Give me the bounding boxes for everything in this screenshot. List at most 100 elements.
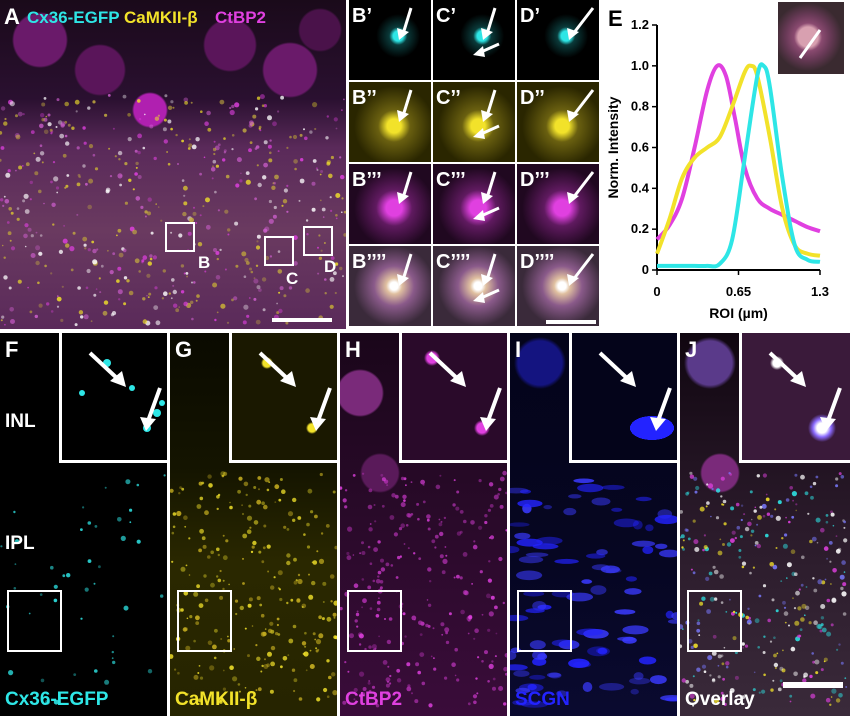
texture-dot	[50, 180, 53, 184]
texture-dot	[752, 688, 756, 692]
texture-dot	[261, 664, 264, 668]
texture-dot	[276, 311, 280, 315]
texture-dot	[721, 503, 724, 506]
texture-dot	[62, 574, 66, 578]
texture-dot	[0, 158, 2, 162]
zoom-cell: B’’	[349, 82, 431, 162]
texture-dot	[293, 235, 298, 241]
texture-dot	[262, 546, 266, 550]
texture-dot	[329, 574, 335, 579]
texture-dot	[738, 555, 742, 559]
texture-dot	[536, 536, 563, 545]
texture-dot	[216, 507, 219, 511]
texture-dot	[361, 692, 365, 696]
texture-dot	[747, 607, 750, 610]
texture-dot	[804, 491, 809, 496]
texture-dot	[9, 239, 12, 242]
roi-box	[7, 590, 62, 652]
arrow-icon	[79, 351, 165, 432]
texture-dot	[112, 252, 116, 256]
texture-dot	[243, 275, 247, 279]
texture-dot	[715, 488, 721, 493]
texture-dot	[484, 514, 488, 518]
texture-dot	[831, 598, 837, 603]
texture-dot	[45, 115, 48, 118]
texture-dot	[513, 670, 530, 677]
texture-dot	[222, 579, 225, 582]
texture-dot	[198, 548, 202, 553]
texture-dot	[332, 490, 336, 494]
texture-dot	[415, 662, 420, 667]
arrow-icon	[567, 7, 595, 40]
texture-dot	[305, 669, 308, 672]
texture-dot	[577, 483, 604, 493]
texture-dot	[750, 534, 753, 537]
texture-dot	[695, 485, 700, 491]
texture-dot	[118, 252, 124, 258]
texture-dot	[358, 633, 364, 639]
texture-dot	[120, 535, 126, 541]
texture-dot	[775, 515, 781, 521]
texture-dot	[293, 159, 298, 164]
texture-dot	[726, 542, 732, 547]
texture-dot	[712, 634, 717, 639]
texture-dot	[293, 580, 298, 585]
texture-dot	[389, 515, 395, 520]
texture-dot	[41, 102, 46, 107]
texture-dot	[3, 256, 6, 259]
texture-dot	[789, 700, 792, 703]
texture-dot	[368, 689, 372, 693]
texture-dot	[364, 647, 367, 651]
texture-dot	[682, 628, 684, 630]
texture-dot	[33, 152, 36, 155]
texture-dot	[197, 242, 203, 247]
texture-dot	[800, 583, 804, 587]
texture-dot	[64, 101, 69, 107]
texture-dot	[104, 679, 110, 685]
texture-dot	[324, 292, 327, 295]
texture-dot	[468, 615, 473, 620]
texture-dot	[207, 474, 212, 479]
texture-dot	[75, 110, 78, 113]
texture-dot	[3, 275, 8, 280]
texture-dot	[372, 691, 375, 694]
texture-dot	[830, 583, 832, 585]
texture-dot	[830, 512, 835, 517]
texture-dot	[460, 609, 465, 615]
texture-dot	[749, 490, 753, 494]
texture-dot	[753, 671, 756, 674]
texture-dot	[170, 654, 174, 659]
texture-dot	[713, 569, 719, 575]
texture-dot	[487, 578, 492, 583]
texture-dot	[91, 240, 95, 244]
zoom-cell-label: B’’’’	[352, 251, 387, 273]
texture-dot	[516, 538, 543, 547]
texture-dot	[820, 604, 826, 609]
texture-dot	[207, 640, 213, 646]
texture-dot	[629, 677, 651, 685]
texture-dot	[87, 521, 92, 525]
texture-dot	[378, 597, 380, 599]
texture-dot	[23, 193, 29, 199]
zoom-cell: D’’	[517, 82, 599, 162]
texture-dot	[326, 695, 330, 698]
texture-dot	[258, 550, 262, 554]
texture-dot	[705, 505, 708, 508]
texture-dot	[255, 644, 258, 647]
texture-dot	[438, 522, 443, 527]
y-axis-label: Norm. Intensity	[605, 96, 621, 198]
texture-dot	[239, 605, 244, 611]
texture-dot	[87, 559, 92, 563]
texture-dot	[303, 128, 305, 131]
texture-dot	[216, 696, 220, 701]
texture-dot	[763, 673, 766, 677]
texture-dot	[0, 545, 3, 548]
texture-dot	[429, 580, 432, 583]
texture-dot	[212, 644, 217, 650]
texture-dot	[712, 565, 716, 569]
texture-dot	[253, 278, 259, 284]
texture-dot	[237, 489, 241, 494]
texture-dot	[810, 693, 816, 699]
texture-dot	[352, 554, 355, 556]
texture-dot	[361, 541, 364, 545]
